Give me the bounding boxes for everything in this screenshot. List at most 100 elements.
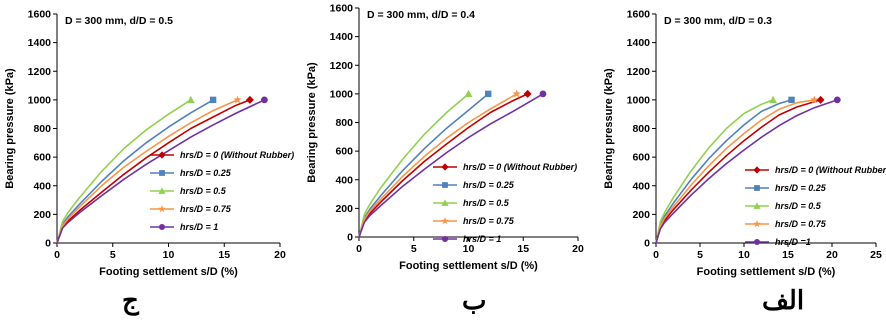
y-tick-label: 600	[632, 152, 650, 164]
series-line-3	[56, 99, 192, 244]
series-line-1	[358, 93, 528, 238]
legend-entry: hrs/D = 0 (Without Rubber)	[463, 162, 577, 172]
chart-panel-1: 0 200 400 600 800 1000 1200 1400 1600 0 5 10 15 20 D =…	[4, 9, 294, 279]
legend-entry: hrs/D = 0.25	[463, 180, 515, 190]
y-tick-label: 0	[347, 232, 353, 244]
y-axis-label: Bearing pressure (kPa)	[306, 62, 318, 183]
y-tick-label: 1200	[28, 66, 52, 78]
chart-title: D = 300 mm, d/D = 0.5	[65, 15, 173, 27]
legend-marker	[753, 238, 761, 246]
series-end-marker-2	[485, 90, 492, 98]
series-line-4	[655, 99, 815, 244]
x-tick-label: 0	[356, 243, 362, 255]
y-tick-label: 800	[33, 123, 51, 135]
legend-marker	[442, 182, 448, 188]
x-tick-label: 20	[572, 243, 584, 255]
legend-marker	[158, 151, 166, 159]
legend-marker	[158, 223, 166, 231]
legend-marker	[753, 202, 761, 209]
legend-entry: hrs/D = 0.25	[775, 183, 827, 193]
legend-entry: hrs/D = 0.5	[775, 201, 822, 211]
y-tick-label: 200	[335, 203, 353, 215]
legend: hrs/D = 0 (Without Rubber) hrs/D = 0.25 hr…	[745, 165, 886, 247]
y-tick-label: 400	[33, 180, 51, 192]
chart-panel-3: 0 200 400 600 800 1000 1200 1400 1600 0 5 10 15 20 25 D…	[603, 9, 886, 279]
y-axis-label: Bearing pressure (kPa)	[4, 68, 16, 189]
chart-panel-2: 0 200 400 600 800 1000 1200 1400 1600 0 5 10 15 20 D =…	[306, 3, 584, 273]
legend-entry: hrs/D = 0 (Without Rubber)	[180, 150, 294, 160]
y-tick-label: 1000	[28, 94, 52, 106]
chart-title: D = 300 mm, d/D = 0.4	[367, 9, 475, 21]
series-end-marker-4	[512, 89, 521, 98]
x-tick-label: 10	[463, 243, 475, 255]
y-tick-label: 0	[45, 238, 51, 250]
x-tick-label: 20	[826, 249, 838, 261]
y-tick-label: 1400	[330, 31, 354, 43]
legend-marker	[754, 185, 760, 191]
series-end-marker-1	[523, 89, 532, 98]
legend-marker	[753, 166, 761, 174]
y-tick-label: 1600	[627, 9, 651, 21]
series-line-5	[358, 93, 544, 238]
series-end-marker-5	[260, 96, 268, 104]
series-end-marker-4	[233, 95, 242, 104]
series-line-1	[56, 99, 251, 244]
x-axis-label: Footing settlement s/D (%)	[697, 266, 836, 278]
chart-title: D = 300 mm, d/D = 0.3	[664, 15, 772, 27]
series-line-3	[358, 93, 470, 238]
x-tick-label: 5	[411, 243, 417, 255]
legend-entry: hrs/D = 0.75	[463, 216, 515, 226]
panel-label-alef: الف	[762, 286, 805, 316]
series-line-2	[56, 99, 214, 244]
series-end-marker-2	[788, 96, 795, 104]
legend-entry: hrs/D =1	[775, 237, 811, 247]
x-tick-label: 5	[110, 249, 116, 261]
y-tick-label: 600	[335, 146, 353, 158]
y-tick-label: 1400	[627, 37, 651, 49]
series-end-marker-1	[245, 95, 254, 104]
y-tick-label: 1200	[627, 66, 651, 78]
series-end-marker-5	[539, 90, 547, 98]
legend-marker	[441, 163, 449, 171]
y-tick-label: 800	[632, 123, 650, 135]
legend-marker	[158, 205, 166, 213]
x-tick-label: 15	[218, 249, 230, 261]
x-tick-label: 10	[163, 249, 175, 261]
y-tick-label: 800	[335, 117, 353, 129]
legend-entry: hrs/D = 0 (Without Rubber)	[775, 165, 886, 175]
y-tick-label: 600	[33, 152, 51, 164]
legend-entry: hrs/D = 0.25	[180, 168, 232, 178]
series-end-marker-5	[833, 96, 841, 104]
y-tick-label: 1000	[330, 88, 354, 100]
y-tick-label: 1600	[330, 3, 354, 15]
series-end-marker-2	[209, 96, 217, 104]
legend-entry: hrs/D = 0.75	[775, 219, 827, 229]
series-end-marker-3	[186, 95, 195, 104]
series-line-1	[655, 99, 821, 244]
series-line-2	[655, 99, 792, 244]
y-tick-label: 0	[644, 238, 650, 250]
x-tick-label: 15	[517, 243, 529, 255]
series-line-2	[358, 93, 489, 238]
x-tick-label: 25	[870, 249, 882, 261]
series-end-marker-1	[816, 95, 825, 104]
series-line-4	[358, 93, 518, 238]
legend-entry: hrs/D = 0.75	[180, 204, 232, 214]
panel-label-jim: ج	[122, 286, 139, 316]
series-end-marker-4	[810, 95, 819, 104]
legend: hrs/D = 0 (Without Rubber) hrs/D = 0.25 hr…	[433, 162, 577, 244]
y-tick-label: 200	[632, 209, 650, 221]
x-tick-label: 0	[54, 249, 60, 261]
y-tick-label: 400	[632, 180, 650, 192]
legend-marker	[158, 187, 166, 194]
y-axis-label: Bearing pressure (kPa)	[603, 68, 615, 189]
legend-marker	[441, 235, 449, 243]
x-tick-label: 10	[738, 249, 750, 261]
x-tick-label: 5	[697, 249, 703, 261]
y-tick-label: 400	[335, 174, 353, 186]
y-tick-label: 1200	[330, 60, 354, 72]
legend: hrs/D = 0 (Without Rubber) hrs/D = 0.25 hr…	[150, 150, 294, 232]
legend-marker	[753, 220, 761, 228]
series-line-4	[56, 99, 238, 244]
